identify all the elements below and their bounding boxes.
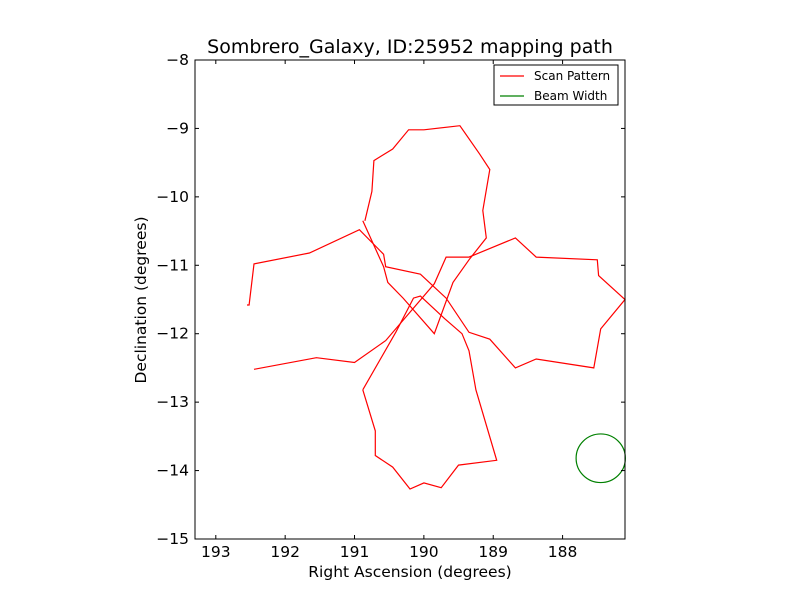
y-tick-label: −8 [166, 51, 189, 69]
plot-area: 193 192 191 190 189 188 −15 −14 −13 −12 −11 −10 −9 −8 [156, 51, 626, 561]
legend: Scan Pattern Beam Width [493, 64, 619, 106]
y-tick-label: −9 [166, 119, 189, 137]
x-tick-label: 192 [270, 543, 300, 561]
y-axis-label: Declination (degrees) [132, 216, 150, 383]
x-tick-label: 190 [409, 543, 439, 561]
legend-box [493, 64, 619, 106]
plot-frame [194, 59, 626, 540]
legend-label-beam-width: Beam Width [534, 89, 607, 103]
y-tick-label: −13 [156, 393, 189, 411]
beam-width-circle [575, 433, 626, 484]
scan-pattern-line-1 [247, 228, 626, 370]
x-tick-label: 191 [340, 543, 370, 561]
x-tick-label: 189 [478, 543, 508, 561]
y-tick-label: −12 [156, 325, 189, 343]
y-tick-label: −14 [156, 462, 189, 480]
x-tick-label: 193 [201, 543, 231, 561]
scan-pattern-line-3 [362, 295, 498, 490]
y-tick-label: −10 [156, 188, 189, 206]
scan-pattern-line-2 [362, 125, 491, 335]
y-tick-label: −11 [156, 256, 189, 274]
x-tick-label: 188 [548, 543, 578, 561]
chart-title: Sombrero_Galaxy, ID:25952 mapping path [207, 36, 613, 58]
legend-label-scan-pattern: Scan Pattern [534, 69, 610, 83]
y-tick-label: −15 [156, 530, 189, 548]
x-axis-label: Right Ascension (degrees) [308, 563, 511, 581]
